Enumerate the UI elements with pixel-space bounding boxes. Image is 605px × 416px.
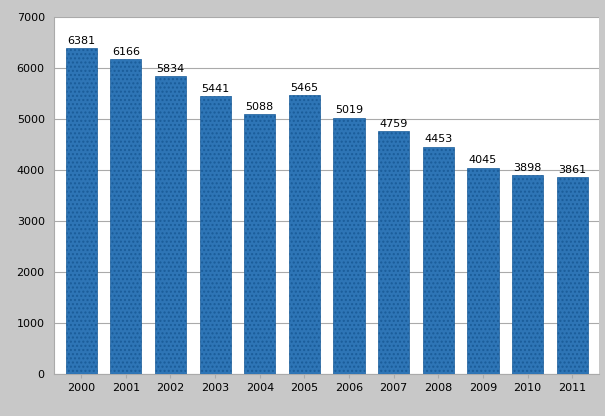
- Bar: [378, 131, 409, 374]
- Bar: [244, 114, 275, 374]
- Bar: [289, 95, 320, 374]
- Bar: [333, 118, 365, 374]
- Text: 4045: 4045: [469, 155, 497, 165]
- Text: 4453: 4453: [424, 134, 453, 144]
- Bar: [200, 97, 231, 374]
- Bar: [110, 59, 142, 374]
- Text: 6166: 6166: [112, 47, 140, 57]
- Bar: [65, 48, 97, 374]
- Text: 5441: 5441: [201, 84, 229, 94]
- Text: 3861: 3861: [558, 164, 586, 175]
- Text: 3898: 3898: [514, 163, 541, 173]
- Bar: [467, 168, 499, 374]
- Text: 5834: 5834: [156, 64, 185, 74]
- Bar: [512, 175, 543, 374]
- Text: 5019: 5019: [335, 105, 363, 115]
- Text: 6381: 6381: [67, 36, 96, 46]
- Bar: [423, 147, 454, 374]
- Bar: [155, 76, 186, 374]
- Bar: [557, 177, 588, 374]
- Text: 5465: 5465: [290, 82, 318, 92]
- Text: 4759: 4759: [379, 119, 408, 129]
- Text: 5088: 5088: [246, 102, 274, 112]
